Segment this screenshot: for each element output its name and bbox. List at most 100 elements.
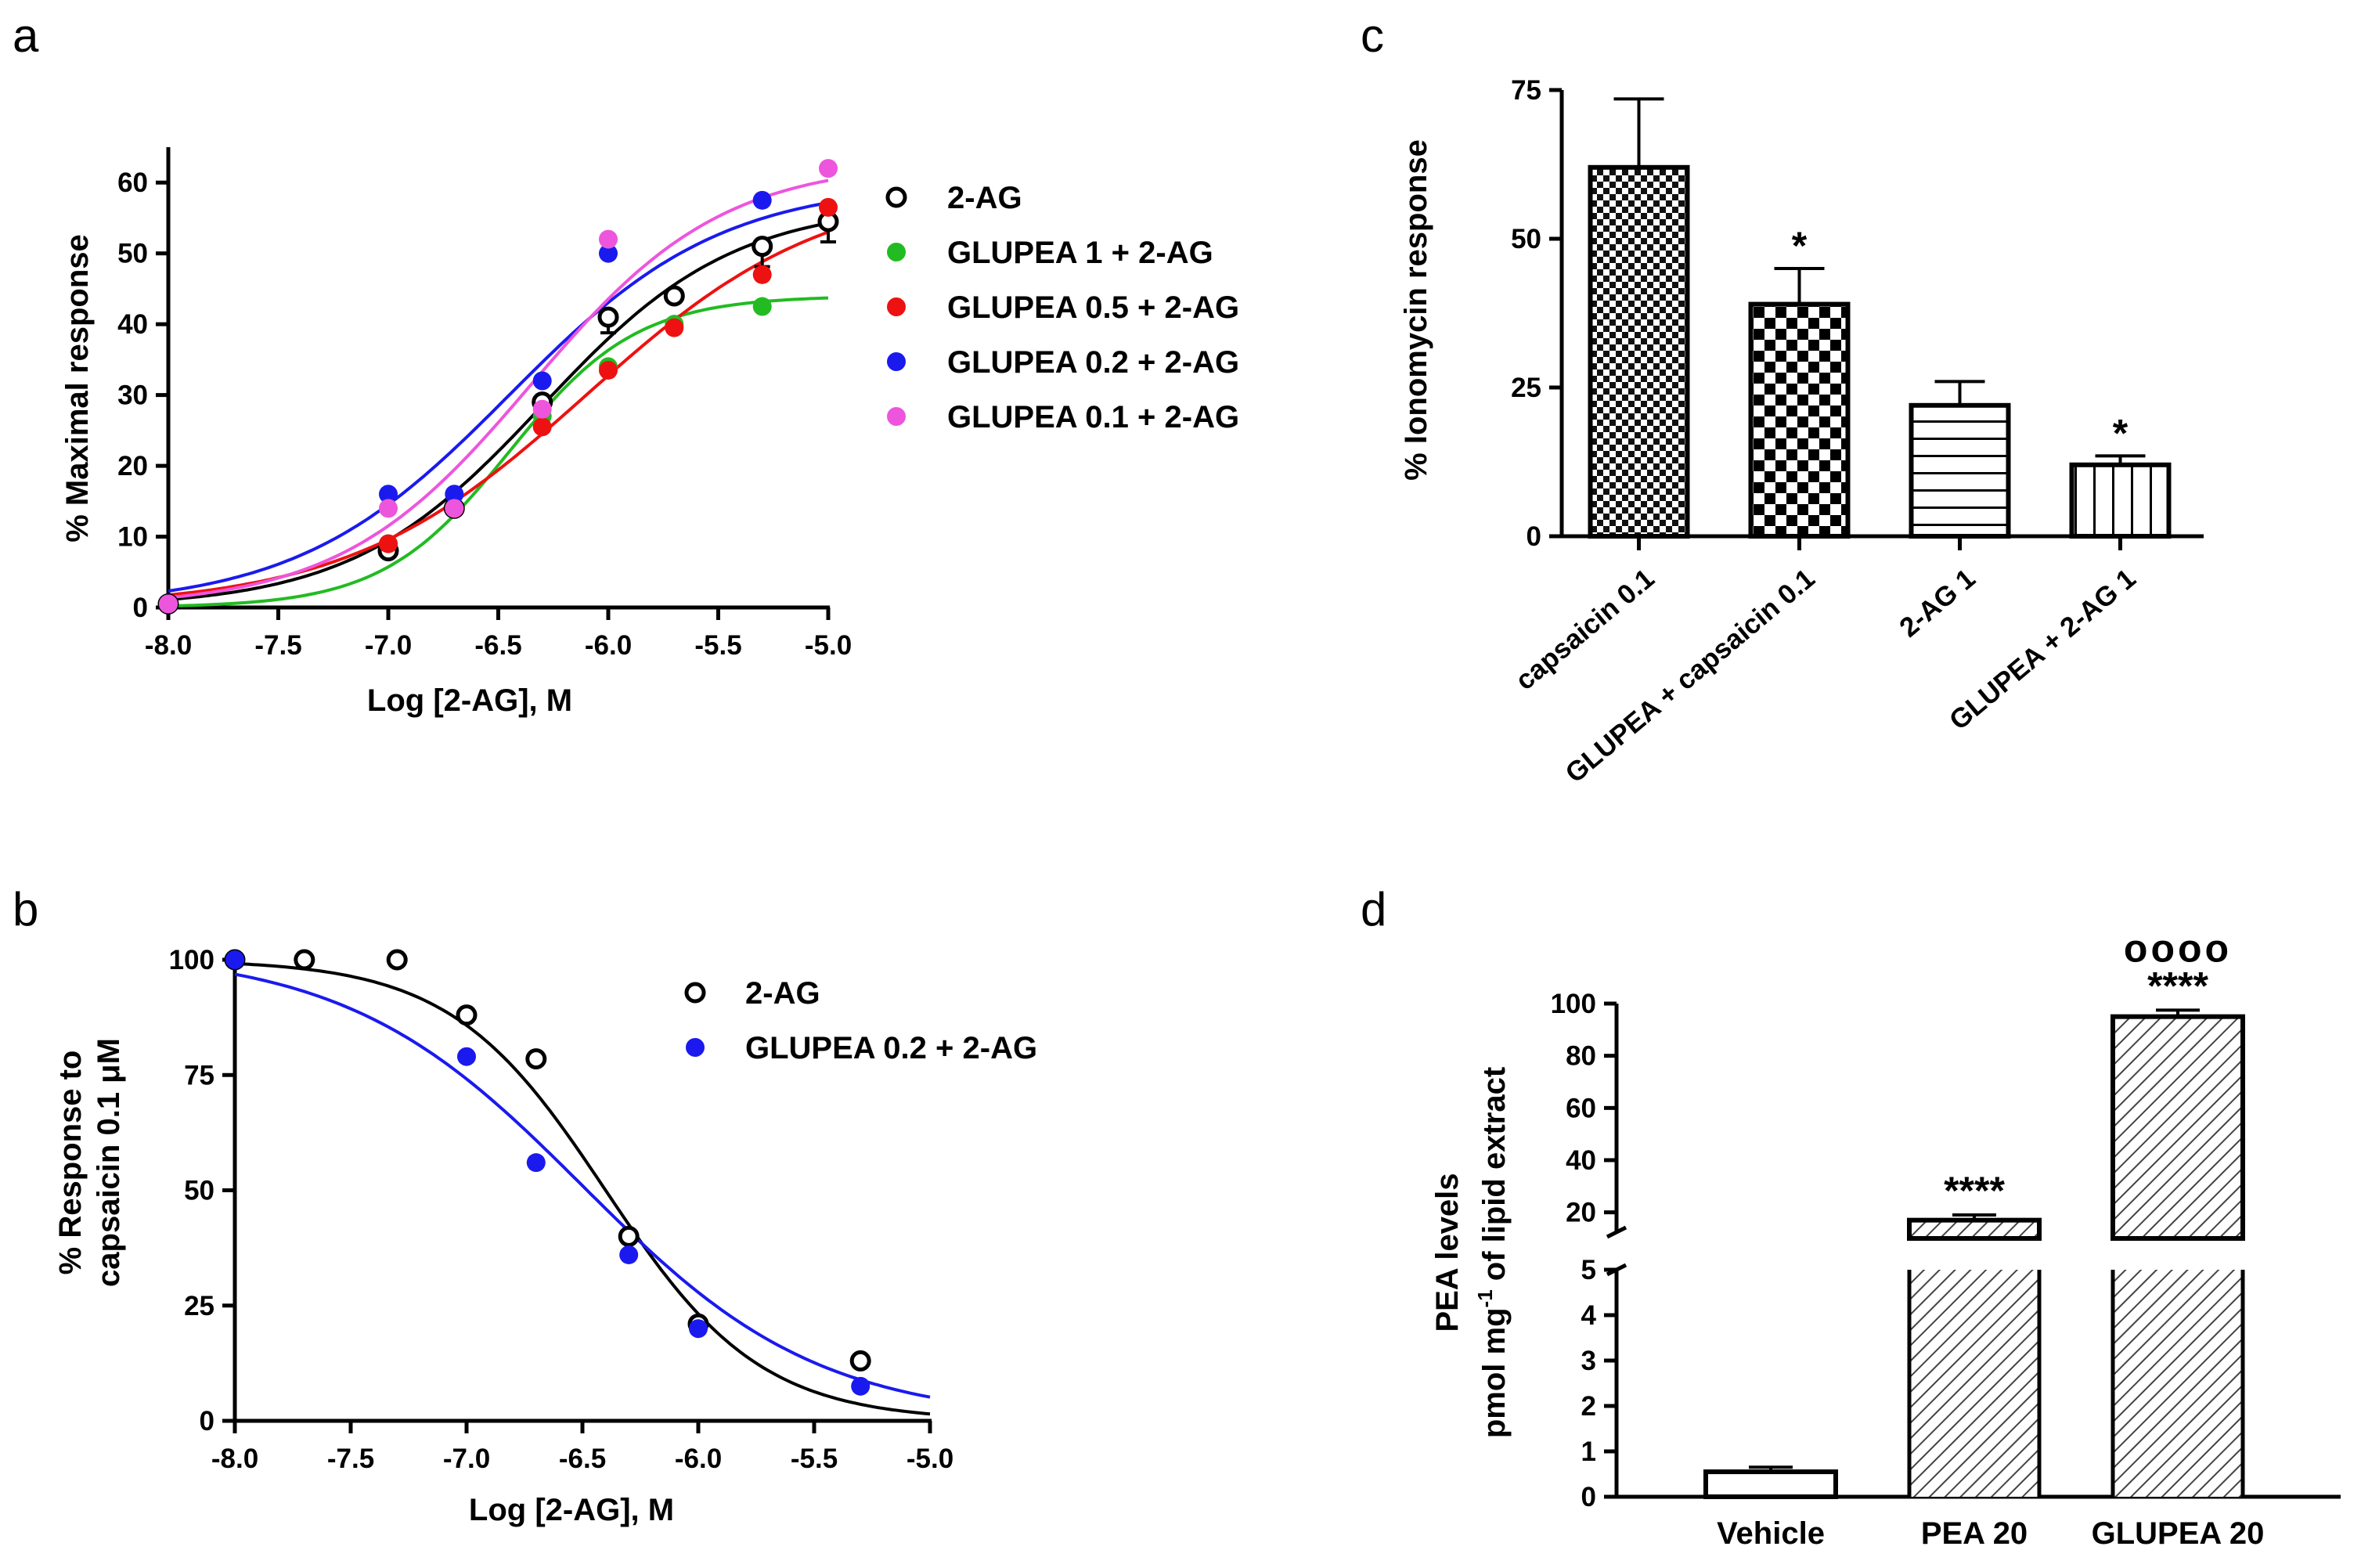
panel-c-y-tick-label: 0 bbox=[1527, 521, 1541, 552]
data-point bbox=[526, 1153, 546, 1173]
panel-b-legend: 2-AG GLUPEA 0.2 + 2-AG bbox=[684, 976, 1037, 1065]
data-point bbox=[689, 1319, 708, 1339]
legend-marker bbox=[887, 297, 906, 316]
legend-label: GLUPEA 0.2 + 2-AG bbox=[947, 345, 1239, 380]
panel-a-x-tick-label: -7.0 bbox=[365, 630, 412, 661]
data-point bbox=[532, 417, 552, 437]
data-point bbox=[752, 236, 773, 258]
panel-a-fit-curves bbox=[168, 178, 829, 608]
panel-a-x-axis-label: Log [2-AG], M bbox=[367, 683, 572, 718]
legend-marker bbox=[885, 186, 907, 208]
panel-label-a: a bbox=[13, 9, 39, 62]
fit-curve bbox=[168, 296, 829, 608]
data-point bbox=[445, 499, 464, 518]
panel-a-y-tick-label: 60 bbox=[117, 168, 148, 198]
panel-b-axes: -8.0 -7.5 -7.0 -6.5 -6.0 -5.5 -5.0 0 25 50 75 100 bbox=[169, 945, 954, 1474]
panel-label-c: c bbox=[1361, 9, 1384, 62]
panel-b-x-tick-label: -5.0 bbox=[907, 1444, 953, 1474]
data-point bbox=[445, 485, 464, 504]
panel-c-y-axis-label: % Ionomycin response bbox=[1399, 139, 1433, 481]
panel-c-x-tick-label: GLUPEA + capsaicin 0.1 bbox=[1559, 563, 1820, 789]
panel-c-x-tick-label: 2-AG 1 bbox=[1894, 563, 1981, 643]
panel-c-y-tick-label: 25 bbox=[1511, 373, 1541, 403]
panel-c-x-tick-label: capsaicin 0.1 bbox=[1510, 563, 1660, 696]
fit-curve bbox=[168, 178, 829, 600]
panel-d-y-axis-label-line2: pmol mg-1 of lipid extract bbox=[1473, 1067, 1512, 1438]
chart-panel-c: 0 25 50 75 capsaicin 0.1 * GLUPEA + capsaicin… bbox=[1399, 75, 2204, 789]
panel-b-x-tick-label: -5.5 bbox=[791, 1444, 838, 1474]
panel-label-d: d bbox=[1361, 883, 1386, 935]
panel-d-y-tick-label: 40 bbox=[1566, 1145, 1596, 1176]
panel-d-x-tick-label: GLUPEA 20 bbox=[2092, 1516, 2265, 1551]
panel-b-data-points bbox=[224, 949, 871, 1396]
chart-panel-b: -8.0 -7.5 -7.0 -6.5 -6.0 -5.5 -5.0 0 25 50 75 100 2… bbox=[53, 945, 1037, 1527]
panel-b-x-axis-label: Log [2-AG], M bbox=[469, 1493, 674, 1527]
panel-a-x-tick-label: -6.5 bbox=[474, 630, 521, 661]
bar-upper-segment bbox=[1907, 1217, 2042, 1241]
data-point bbox=[379, 534, 398, 553]
bar bbox=[1909, 402, 2011, 539]
panel-d-y-tick-label: 60 bbox=[1566, 1093, 1596, 1123]
panel-d-y-label-rest: of lipid extract bbox=[1477, 1067, 1512, 1290]
panel-b-x-tick-label: -6.0 bbox=[675, 1444, 722, 1474]
data-point bbox=[532, 371, 552, 391]
legend-label: GLUPEA 0.5 + 2-AG bbox=[947, 290, 1239, 325]
data-point bbox=[597, 306, 619, 328]
data-point bbox=[225, 950, 244, 969]
bar-lower-segment bbox=[1909, 1270, 2039, 1497]
bar bbox=[2069, 462, 2172, 539]
panel-d-y-tick-label: 20 bbox=[1566, 1198, 1596, 1228]
panel-a-legend: 2-AG GLUPEA 1 + 2-AG GLUPEA 0.5 + 2-AG GLUP… bbox=[885, 181, 1239, 434]
panel-a-y-tick-label: 40 bbox=[117, 309, 148, 340]
legend-label: GLUPEA 1 + 2-AG bbox=[947, 236, 1213, 270]
legend-label: 2-AG bbox=[745, 976, 820, 1011]
data-point bbox=[849, 1350, 871, 1372]
panel-d-y-tick-label: 100 bbox=[1551, 989, 1596, 1019]
panel-b-x-tick-label: -7.5 bbox=[327, 1444, 374, 1474]
panel-b-y-tick-label: 100 bbox=[169, 945, 214, 975]
fit-curve bbox=[168, 200, 829, 593]
panel-d-y-label-unit: pmol mg bbox=[1477, 1307, 1512, 1438]
data-point bbox=[379, 485, 398, 504]
panel-d-x-tick-label: PEA 20 bbox=[1921, 1516, 2028, 1551]
panel-a-axes: -8.0 -7.5 -7.0 -6.5 -6.0 -5.5 -5.0 0 10 20 30 40 50 6… bbox=[117, 147, 852, 661]
fit-curve bbox=[234, 972, 931, 1399]
panel-d-y-tick-label: 1 bbox=[1581, 1436, 1596, 1467]
panel-b-x-tick-label: -6.5 bbox=[559, 1444, 606, 1474]
panel-a-x-tick-label: -5.5 bbox=[694, 630, 741, 661]
bar bbox=[1748, 301, 1851, 539]
panel-b-y-axis-label-line1: % Response to bbox=[53, 1051, 88, 1275]
data-point bbox=[599, 229, 618, 249]
significance-marker: **** bbox=[1944, 1169, 2005, 1213]
bar bbox=[1588, 164, 1690, 539]
data-point bbox=[525, 1048, 547, 1070]
data-point bbox=[386, 949, 408, 971]
panel-d-y-tick-label: 4 bbox=[1581, 1300, 1597, 1331]
data-point bbox=[159, 594, 178, 614]
panel-b-fit-curves bbox=[234, 961, 931, 1416]
panel-d-y-tick-label: 3 bbox=[1581, 1346, 1596, 1376]
legend-label: GLUPEA 0.2 + 2-AG bbox=[745, 1031, 1037, 1065]
data-point bbox=[532, 399, 552, 419]
fit-curve bbox=[168, 222, 829, 601]
bar-upper-segment bbox=[2110, 1014, 2245, 1241]
panel-d-y-axis-label-line1: PEA levels bbox=[1430, 1173, 1465, 1332]
panel-c-bars: capsaicin 0.1 * GLUPEA + capsaicin 0.1 2-AG… bbox=[1510, 97, 2172, 789]
data-point bbox=[851, 1376, 871, 1396]
panel-a-y-axis-label: % Maximal response bbox=[60, 234, 95, 542]
panel-a-y-tick-label: 0 bbox=[133, 593, 148, 623]
data-point bbox=[618, 1225, 640, 1247]
legend-marker bbox=[887, 407, 906, 426]
panel-a-y-tick-label: 30 bbox=[117, 380, 148, 411]
data-point bbox=[752, 265, 772, 284]
data-point bbox=[294, 949, 315, 971]
legend-marker bbox=[686, 1038, 705, 1057]
significance-marker: **** bbox=[2147, 964, 2208, 1007]
panel-a-x-tick-label: -5.0 bbox=[805, 630, 852, 661]
panel-d-x-tick-label: Vehicle bbox=[1717, 1516, 1825, 1551]
panel-a-x-tick-label: -8.0 bbox=[145, 630, 192, 661]
panel-b-y-axis-label-line2: capsaicin 0.1 μM bbox=[92, 1038, 126, 1287]
data-point bbox=[456, 1004, 478, 1026]
panel-b-y-tick-label: 0 bbox=[200, 1406, 214, 1436]
